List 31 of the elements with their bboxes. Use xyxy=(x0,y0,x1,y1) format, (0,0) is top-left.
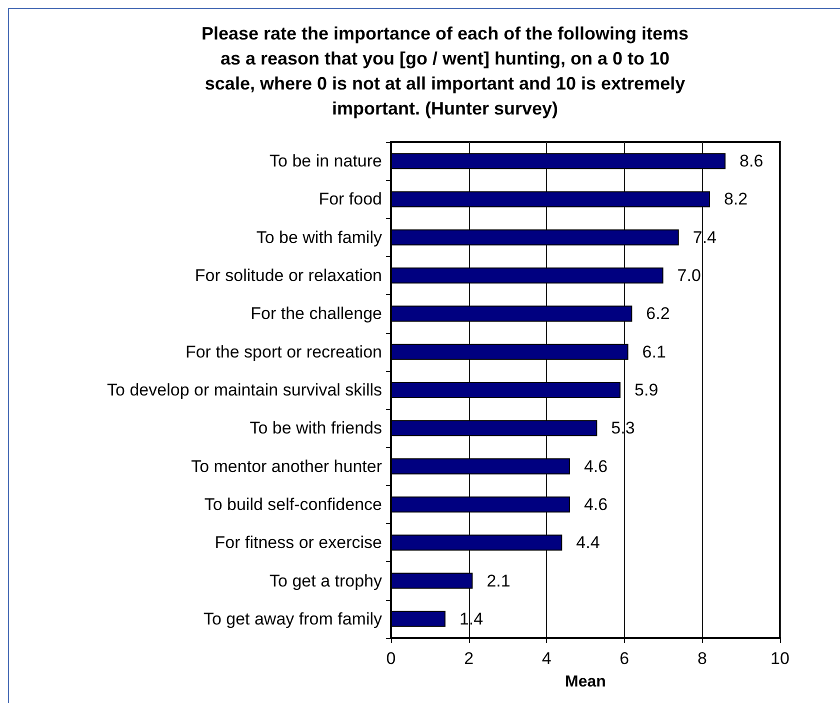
data-label: 7.0 xyxy=(677,266,701,286)
data-label: 4.6 xyxy=(584,456,608,476)
data-label: 4.6 xyxy=(584,494,608,514)
y-tick-label: For fitness or exercise xyxy=(214,533,382,552)
y-tick-label: To develop or maintain survival skills xyxy=(107,380,382,400)
y-tick-label: For the sport or recreation xyxy=(185,342,382,362)
y-tick-label: For food xyxy=(318,190,382,209)
x-tick-label: 10 xyxy=(770,649,790,668)
x-axis-title: Mean xyxy=(565,674,606,690)
data-label: 6.2 xyxy=(646,304,670,324)
y-tick-label: For the challenge xyxy=(250,304,382,324)
x-tick-label: 4 xyxy=(542,649,552,668)
x-tick-label: 0 xyxy=(386,649,396,668)
y-tick-label: To get a trophy xyxy=(270,571,382,590)
y-tick-label: To be in nature xyxy=(270,152,382,171)
chart-title: Please rate the importance of each of the following items as a reason that you [go / went] hunting, on a 0 to 10 scale, where 0 is not at all important and 10 is extremely important. (Hunter survey) xyxy=(201,24,689,118)
y-tick-label: To get away from family xyxy=(203,609,382,628)
data-label: 4.4 xyxy=(576,533,600,552)
data-label: 6.1 xyxy=(642,342,666,362)
data-label: 8.2 xyxy=(724,190,748,209)
x-tick-label: 2 xyxy=(464,649,474,668)
y-tick-label: For solitude or relaxation xyxy=(194,266,382,286)
data-label: 2.1 xyxy=(486,571,510,590)
data-label: 5.9 xyxy=(634,380,658,400)
y-tick-label: To mentor another hunter xyxy=(191,456,382,476)
data-label: 8.6 xyxy=(740,152,764,171)
y-tick-label: To be with friends xyxy=(250,418,382,438)
x-tick-label: 6 xyxy=(620,649,630,668)
y-tick-label: To build self-confidence xyxy=(204,494,382,514)
x-tick-label: 8 xyxy=(697,649,707,668)
y-tick-label: To be with family xyxy=(256,228,382,247)
